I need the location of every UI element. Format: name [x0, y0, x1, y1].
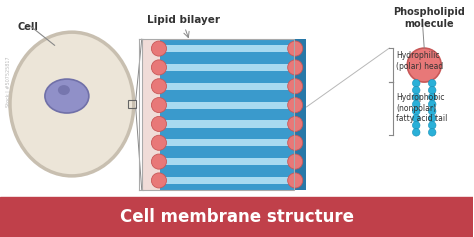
Circle shape: [428, 108, 436, 115]
Text: Hydrophobic
(nonpolar)
fatty acid tail: Hydrophobic (nonpolar) fatty acid tail: [396, 93, 447, 123]
Circle shape: [288, 173, 303, 188]
Bar: [128, 100, 136, 108]
Circle shape: [412, 79, 420, 87]
Circle shape: [151, 173, 166, 188]
Ellipse shape: [10, 32, 134, 176]
Circle shape: [412, 122, 420, 129]
Circle shape: [151, 135, 166, 150]
Circle shape: [428, 87, 436, 94]
Circle shape: [288, 79, 303, 94]
Circle shape: [151, 41, 166, 56]
Bar: [161, 64, 293, 71]
Circle shape: [288, 60, 303, 75]
Circle shape: [288, 116, 303, 132]
Circle shape: [151, 60, 166, 75]
Bar: [161, 120, 293, 128]
Circle shape: [412, 100, 420, 108]
Circle shape: [288, 154, 303, 169]
Circle shape: [428, 114, 436, 122]
Circle shape: [412, 114, 420, 122]
Circle shape: [407, 48, 441, 82]
Text: Cell membrane structure: Cell membrane structure: [119, 208, 354, 226]
Circle shape: [412, 108, 420, 115]
Circle shape: [412, 87, 420, 94]
Circle shape: [428, 100, 436, 108]
Bar: [161, 139, 293, 146]
Circle shape: [288, 98, 303, 113]
Text: Lipid bilayer: Lipid bilayer: [147, 15, 220, 25]
Text: Stock | #507525817: Stock | #507525817: [6, 57, 11, 107]
Bar: [0, 197, 473, 237]
Bar: [294, 39, 306, 190]
Bar: [142, 39, 294, 190]
Circle shape: [428, 79, 436, 87]
Circle shape: [428, 128, 436, 136]
Circle shape: [428, 93, 436, 101]
Circle shape: [288, 135, 303, 150]
Circle shape: [288, 41, 303, 56]
Circle shape: [412, 128, 420, 136]
Circle shape: [151, 154, 166, 169]
Text: Cell: Cell: [18, 22, 39, 32]
Bar: [161, 45, 293, 52]
Text: Phospholipid
molecule: Phospholipid molecule: [393, 7, 465, 29]
Text: Hydrophilic
(polar) head: Hydrophilic (polar) head: [396, 51, 444, 71]
Bar: [161, 101, 293, 109]
Circle shape: [151, 79, 166, 94]
Ellipse shape: [45, 79, 89, 113]
Bar: [161, 158, 293, 165]
Bar: [161, 177, 293, 184]
Circle shape: [412, 93, 420, 101]
Circle shape: [428, 122, 436, 129]
Bar: [161, 83, 293, 90]
Circle shape: [151, 98, 166, 113]
Circle shape: [151, 116, 166, 132]
Bar: [160, 39, 294, 190]
Ellipse shape: [58, 85, 70, 95]
Bar: [142, 39, 160, 190]
